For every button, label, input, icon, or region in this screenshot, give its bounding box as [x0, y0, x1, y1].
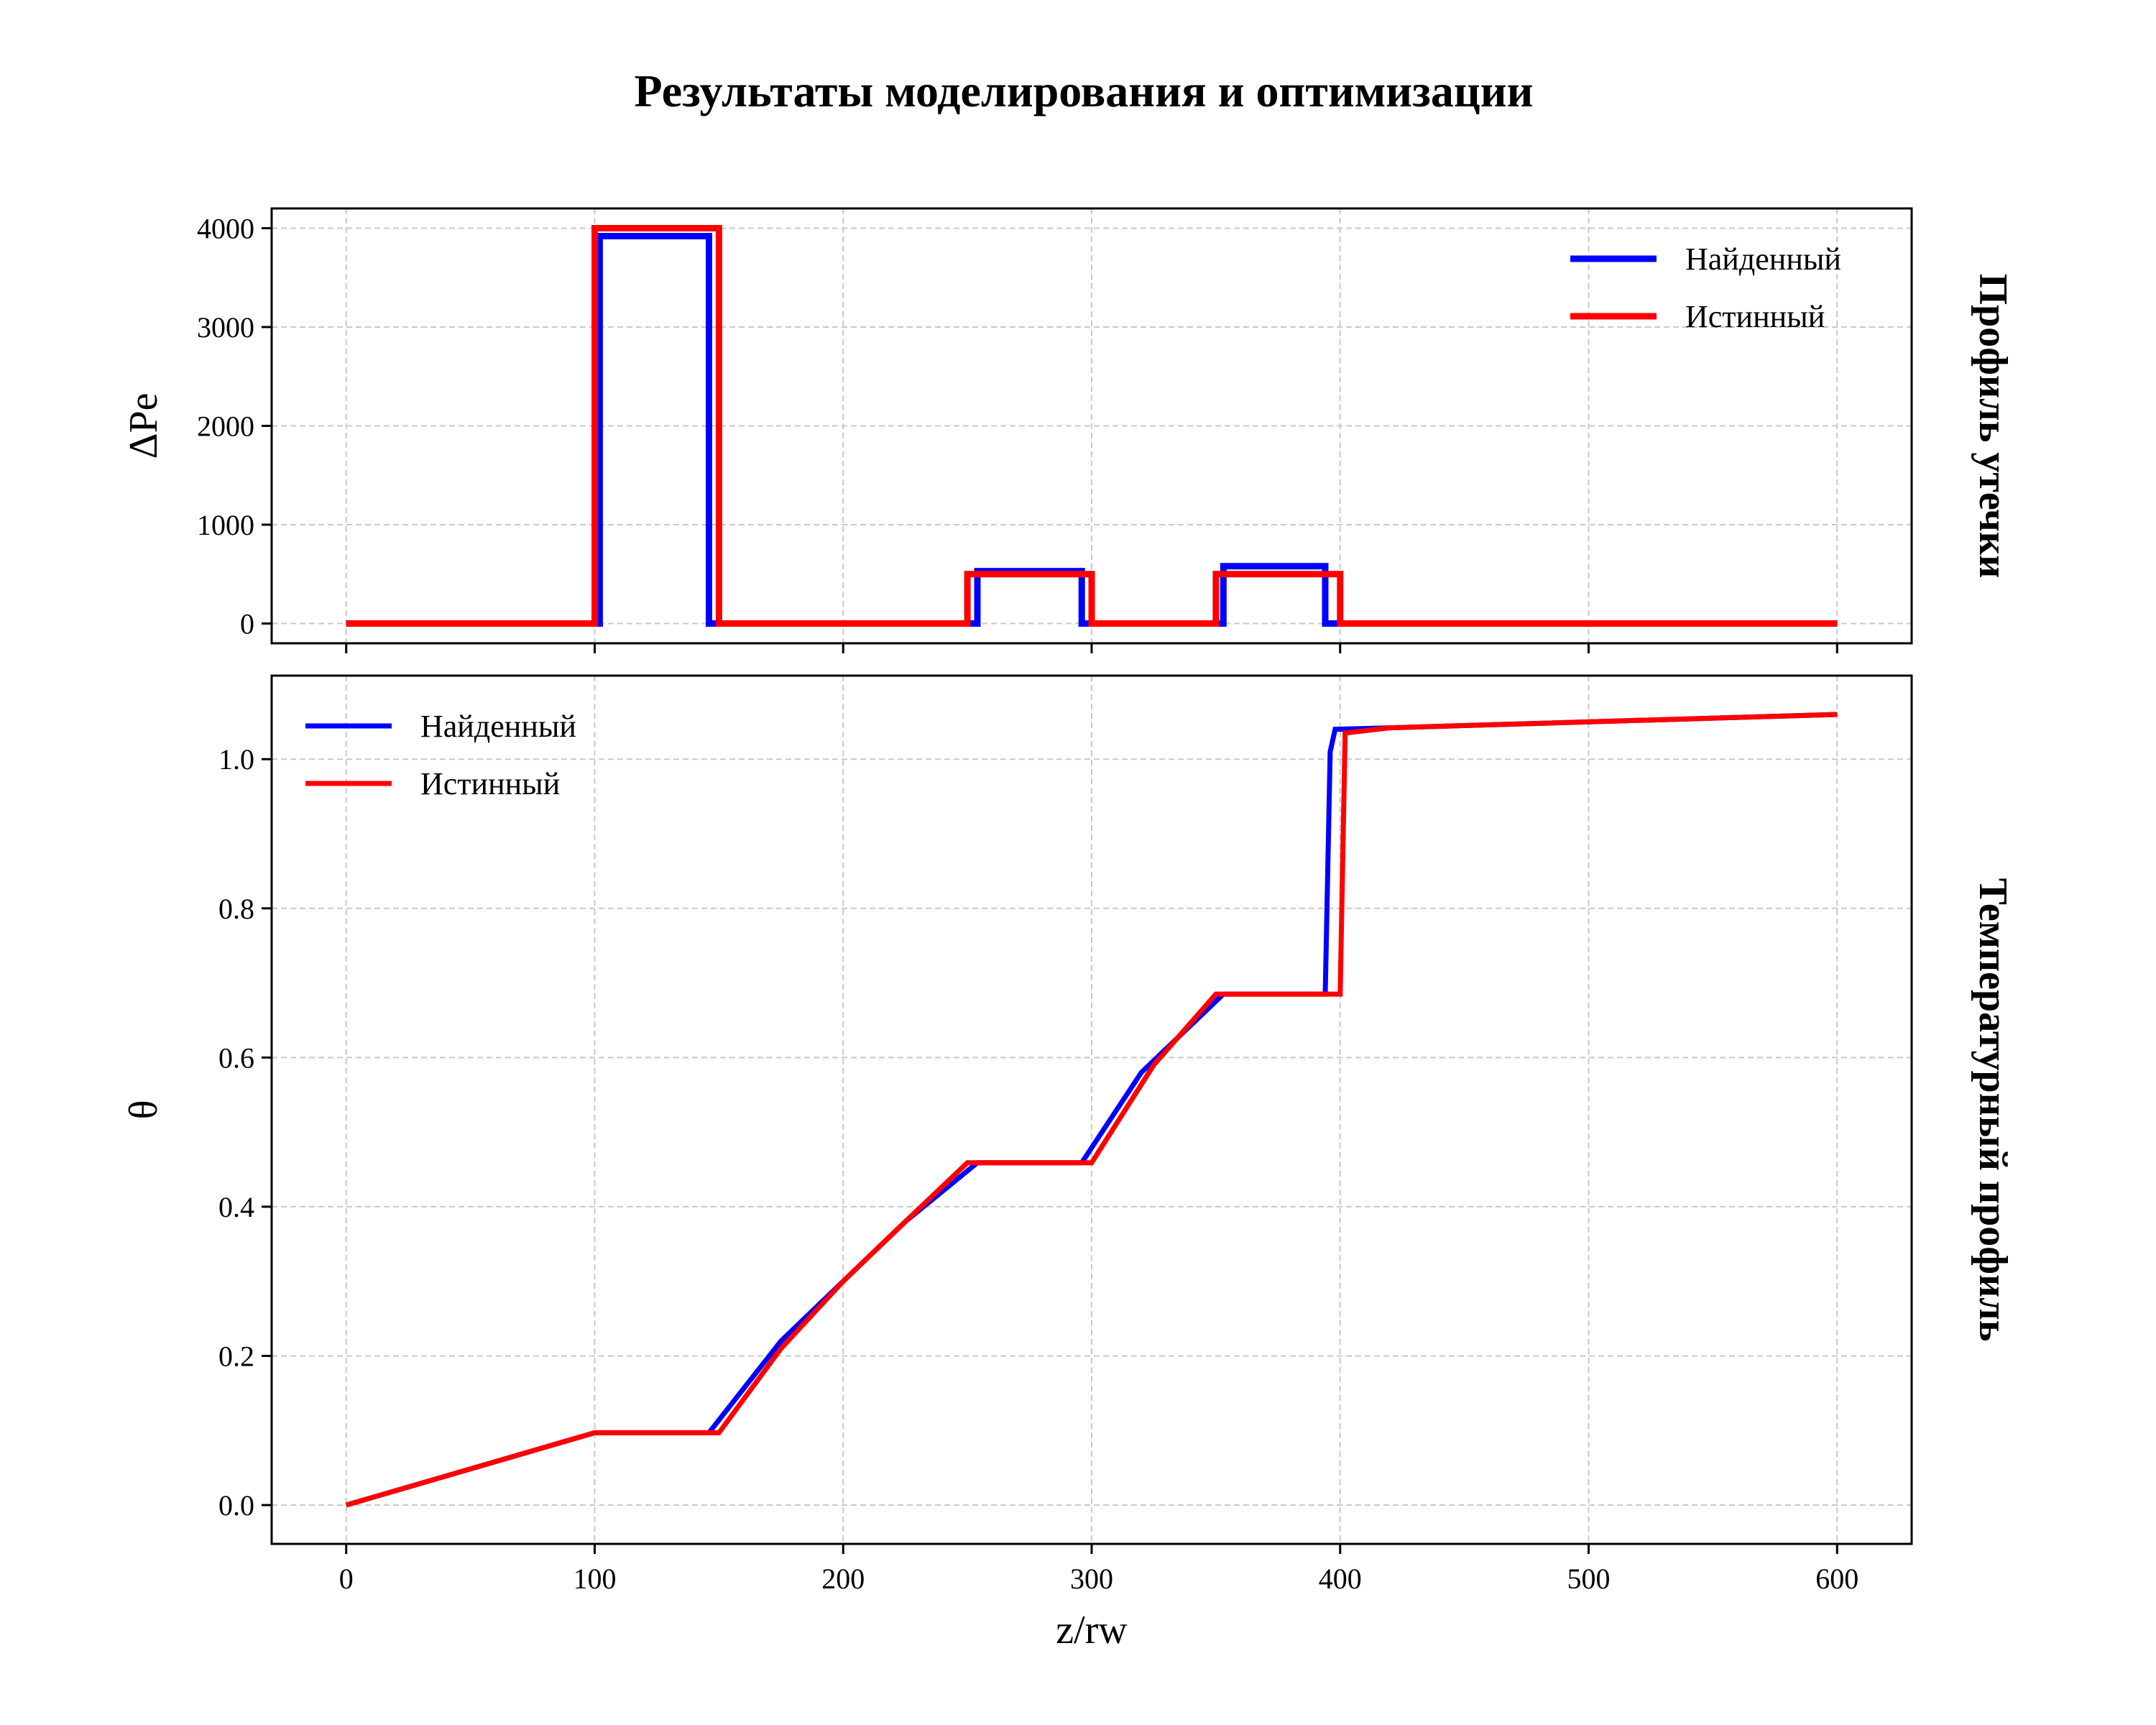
y-tick-label: 0 [240, 608, 254, 640]
legend: Найденный Истинный [305, 709, 576, 801]
y-tick-label: 2000 [197, 410, 254, 443]
y-tick-label: 3000 [197, 311, 254, 344]
series-group [345, 712, 1838, 1508]
panel-side-title: Температурный профиль [1971, 878, 2015, 1342]
legend-label: Найденный [420, 709, 576, 744]
legend-label: Истинный [420, 766, 560, 801]
x-tick-label: 100 [573, 1563, 616, 1595]
legend: Найденный Истинный [1570, 242, 1841, 334]
y-tick-label: 0.2 [218, 1340, 254, 1372]
series-line-true [345, 712, 1838, 1508]
x-tick-label: 600 [1815, 1563, 1858, 1595]
legend-label: Истинный [1685, 299, 1825, 334]
x-tick-label: 400 [1319, 1563, 1362, 1595]
panel-side-title: Профиль утечки [1971, 274, 2015, 579]
x-tick-label: 500 [1567, 1563, 1611, 1595]
x-tick-label: 200 [821, 1563, 865, 1595]
series-line-true [346, 225, 1838, 627]
y-tick-label: 0.4 [218, 1191, 254, 1223]
x-tick-label: 300 [1070, 1563, 1113, 1595]
series-group [346, 225, 1838, 627]
y-tick-label: 0.8 [218, 893, 254, 925]
legend-label: Найденный [1685, 242, 1841, 277]
x-axis-label: z/rw [1056, 1608, 1128, 1652]
y-tick-label: 0.0 [218, 1489, 254, 1522]
temperature-profile-panel: 0 100 200 300 400 500 600 0.0 0.2 0.4 0.6 0.8 1.0 θ z/… [121, 674, 2015, 1652]
x-tick-label: 0 [339, 1563, 354, 1595]
figure-title: Результаты моделирования и оптимизации [635, 65, 1534, 116]
leak-profile-panel: 0 1000 2000 3000 4000 ΔPe Профиль утечки Найден… [121, 207, 2015, 653]
y-tick-label: 4000 [197, 213, 254, 245]
y-tick-label: 1.0 [218, 743, 254, 776]
y-axis-label: θ [121, 1100, 166, 1120]
y-tick-label: 0.6 [218, 1041, 254, 1074]
y-tick-label: 1000 [197, 509, 254, 541]
y-axis-label: ΔPe [121, 392, 166, 459]
